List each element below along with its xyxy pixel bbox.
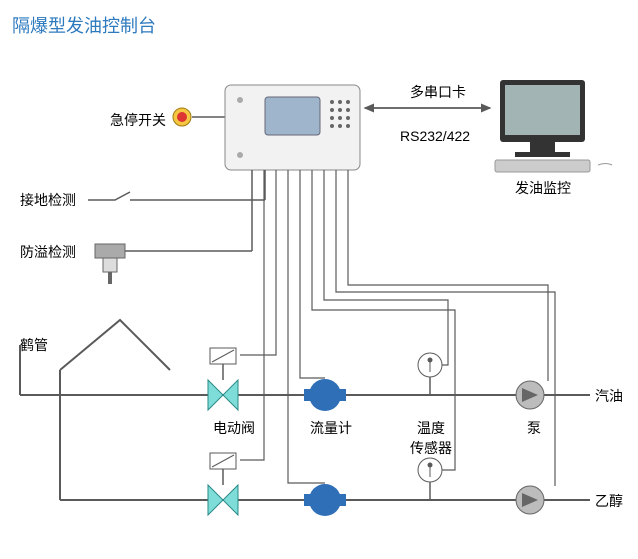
temp-top-icon [418,353,442,395]
pump-top-icon [516,381,544,409]
temp-bottom-icon [418,458,442,500]
pump-bottom-icon [516,486,544,514]
ground-detect-icon [88,170,265,200]
flowmeter-top-icon [304,379,346,411]
control-lines [240,170,555,486]
diagram-svg [0,0,638,559]
flowmeter-bottom-icon [304,484,346,516]
overflow-detect-icon [95,170,252,284]
crane-pipe-icon [60,320,170,370]
valve-bottom-icon [208,453,238,515]
valve-top-icon [208,348,238,410]
computer-icon [495,80,612,172]
